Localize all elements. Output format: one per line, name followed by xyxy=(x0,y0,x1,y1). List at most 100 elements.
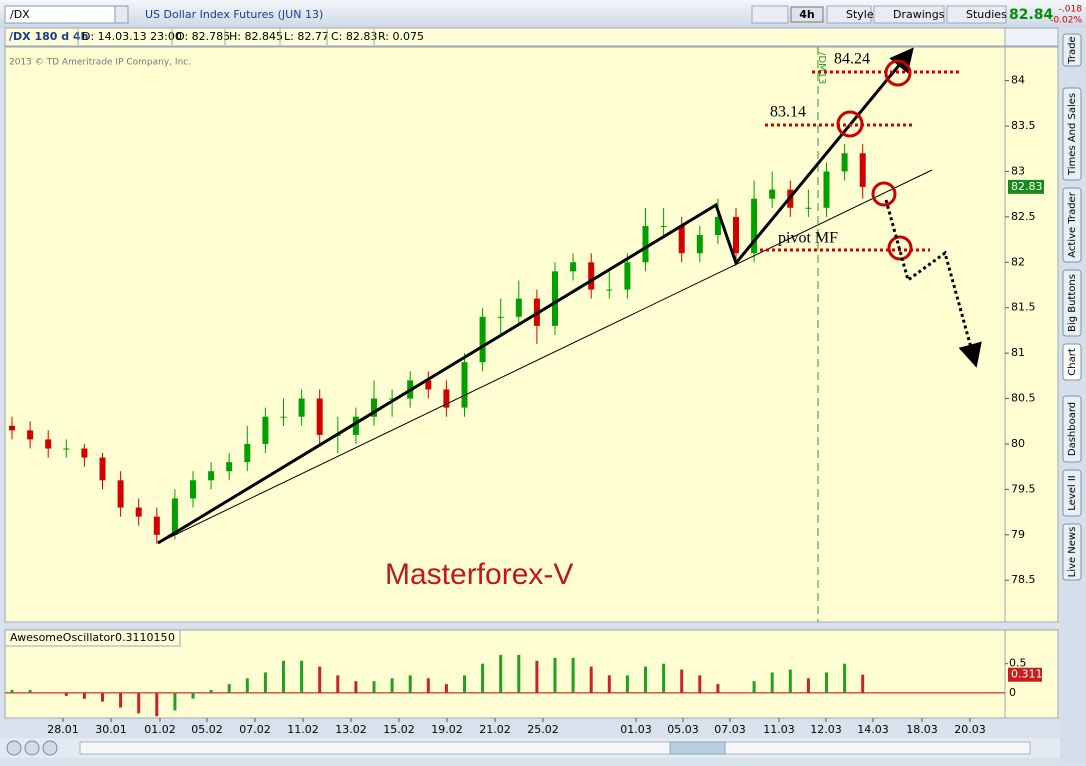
candle-body xyxy=(859,153,866,187)
osc-bar xyxy=(354,681,358,693)
studies-button[interactable] xyxy=(946,5,1007,24)
zoom-button[interactable] xyxy=(6,740,22,756)
candle-body xyxy=(316,398,323,435)
x-tick-label: 05.03 xyxy=(667,723,699,736)
candle-body xyxy=(226,462,233,472)
side-tab[interactable] xyxy=(1062,343,1082,381)
candle-body xyxy=(298,398,305,417)
side-tab[interactable] xyxy=(1062,33,1082,67)
x-tick-label: 30.01 xyxy=(95,723,127,736)
candle-body xyxy=(841,153,848,172)
level-label: 83.14 xyxy=(770,104,806,121)
candle-body xyxy=(443,389,450,408)
osc-bar xyxy=(698,675,702,693)
style-button[interactable] xyxy=(826,5,872,24)
last-price: 82.84 xyxy=(1009,7,1054,23)
candle-body xyxy=(244,443,251,463)
zoom-in[interactable] xyxy=(24,740,40,756)
candle-body xyxy=(497,316,504,318)
side-tab[interactable] xyxy=(1062,469,1082,517)
osc-bar xyxy=(571,657,575,693)
circle xyxy=(884,59,912,87)
candle-body xyxy=(9,425,15,431)
candle-body xyxy=(117,480,124,508)
osc-last-marker xyxy=(1008,667,1042,682)
osc-bar xyxy=(535,660,539,693)
candle-body xyxy=(624,262,631,290)
scroll-thumb[interactable] xyxy=(669,741,726,755)
trend-line xyxy=(157,169,933,544)
osc-bar xyxy=(662,663,666,693)
osc-bar xyxy=(625,675,629,693)
side-tab[interactable] xyxy=(1062,187,1082,263)
osc-bar xyxy=(644,666,647,693)
info-cell: L: 82.77 xyxy=(284,30,329,43)
oscillator-header xyxy=(4,629,181,647)
scroll-track[interactable] xyxy=(79,741,1031,755)
candle-body xyxy=(588,262,595,290)
side-tab[interactable] xyxy=(1062,395,1082,463)
last-price-label: 82.83 xyxy=(1011,180,1043,193)
osc-bar xyxy=(806,678,810,693)
studies-label: Studies xyxy=(966,8,1007,21)
change: -.018 xyxy=(1059,5,1083,15)
candle-body xyxy=(606,289,613,291)
side-tab[interactable] xyxy=(1062,269,1082,337)
info-cells: /DX 180 d 4hD: 14.03.13 23:00O: 82.785H:… xyxy=(9,29,424,45)
symbol-dropdown[interactable] xyxy=(114,5,129,24)
copyright: 2013 © TD Ameritrade IP Company, Inc. xyxy=(9,58,191,68)
symbol: /DX xyxy=(10,8,30,21)
y-tick-label: 80.5 xyxy=(1011,392,1036,405)
side-tab[interactable] xyxy=(1062,523,1082,581)
side-tab-label: Live News xyxy=(1067,527,1078,578)
candle-body xyxy=(642,225,649,263)
candle-body xyxy=(479,316,486,363)
osc-bar xyxy=(245,678,249,693)
osc-bar xyxy=(173,692,177,711)
osc-bar xyxy=(861,674,865,693)
osc-bar xyxy=(390,678,394,693)
tool-button[interactable] xyxy=(751,5,789,24)
candles: 78.5 79 79.5 80 80.5 81 81.5 82 82.5 83 83.5 84 82.8… xyxy=(9,74,1044,586)
info-cell: H: 82.845 xyxy=(229,30,283,43)
osc-bar xyxy=(444,684,448,693)
x-tick-label: 13.02 xyxy=(335,723,367,736)
zoom-out[interactable] xyxy=(42,740,58,756)
x-tick-label: 21.02 xyxy=(479,723,511,736)
description: US Dollar Index Futures (JUN 13) xyxy=(145,8,323,21)
osc-bar xyxy=(46,692,50,694)
osc-bar xyxy=(499,654,503,693)
candle-body xyxy=(27,430,34,440)
last-price-marker xyxy=(1008,179,1044,194)
x-tick-label: 01.02 xyxy=(144,723,176,736)
osc-bar xyxy=(408,675,412,693)
side-tab-label: Trade xyxy=(1067,36,1078,64)
side-tab[interactable] xyxy=(1062,87,1082,181)
osc-bar xyxy=(336,675,340,693)
candle-body xyxy=(552,271,558,326)
osc-bar xyxy=(553,657,557,693)
osc-bar xyxy=(426,678,430,693)
osc-bar xyxy=(481,663,485,693)
info-corner xyxy=(1004,27,1059,47)
period-button[interactable] xyxy=(790,6,824,23)
drawings-button[interactable] xyxy=(873,5,945,24)
osc-bar xyxy=(788,669,792,693)
osc-tick-label: 0.5 xyxy=(1009,657,1027,670)
candle-body xyxy=(696,235,703,254)
y-tick-label: 79.5 xyxy=(1011,482,1036,495)
x-tick-label: 28.01 xyxy=(47,723,79,736)
candle-body xyxy=(425,380,432,390)
osc-bar xyxy=(64,692,68,696)
info-cell: /DX 180 d 4h xyxy=(9,30,88,43)
info-cell: D: 14.03.13 23:00 xyxy=(82,30,182,43)
x-tick-label: 18.03 xyxy=(906,723,938,736)
candle-body xyxy=(769,189,776,199)
oscillator-current: 0.311015 xyxy=(115,631,168,644)
side-tab-label: Times And Sales xyxy=(1067,93,1078,176)
candle-body xyxy=(208,471,215,481)
oscillator-bars: 0 0.50.311 xyxy=(5,654,1043,717)
info-cell: R: 0.075 xyxy=(378,30,424,43)
osc-bar xyxy=(463,675,466,693)
